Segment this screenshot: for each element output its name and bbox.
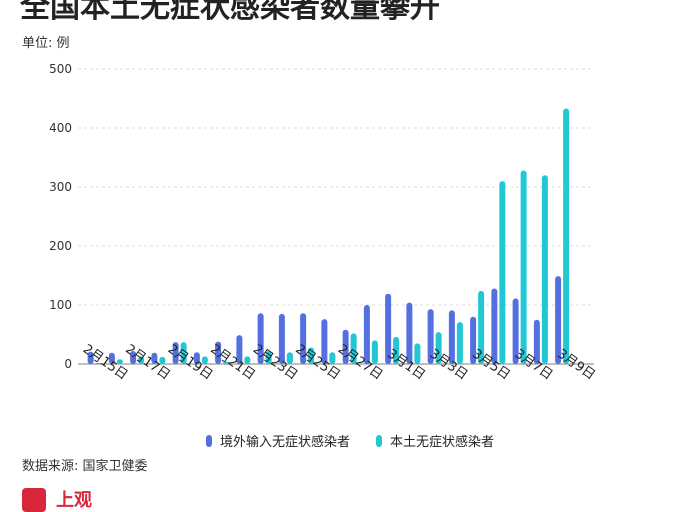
bar-imported	[321, 319, 328, 364]
bar-imported	[130, 351, 137, 364]
bar-imported	[193, 352, 200, 364]
bar-local	[95, 362, 102, 364]
bar-local	[180, 342, 187, 364]
bar-local	[371, 340, 378, 364]
bar-imported	[491, 288, 498, 364]
bar-imported	[385, 293, 392, 364]
bar-local	[223, 361, 230, 364]
bar-local	[329, 352, 336, 364]
brand-logo-icon	[22, 488, 46, 512]
legend-item-local: 本土无症状感染者	[376, 431, 494, 450]
bar-local	[456, 322, 463, 364]
bar-imported	[151, 352, 158, 364]
bar-imported	[300, 313, 307, 364]
bar-local	[393, 336, 400, 364]
bar-local	[201, 356, 208, 364]
x-tick-label: 2月19日	[165, 342, 215, 383]
x-tick-label: 3月3日	[427, 347, 470, 384]
bar-imported	[427, 309, 434, 364]
y-tick-label: 0	[64, 357, 72, 371]
x-tick-label: 3月9日	[554, 347, 597, 384]
bar-local	[499, 181, 506, 364]
bar-imported	[257, 313, 264, 364]
data-source: 数据来源: 国家卫健委	[22, 459, 148, 474]
bar-imported	[172, 342, 179, 364]
bar-imported	[555, 276, 562, 364]
bar-imported	[533, 319, 540, 364]
bar-local	[563, 108, 570, 364]
bar-local	[265, 351, 272, 364]
brand-text: 上观	[56, 490, 92, 511]
bar-imported	[87, 351, 94, 364]
legend-label-imported: 境外输入无症状感染者	[219, 435, 350, 450]
bar-local	[286, 352, 293, 364]
x-tick-label: 3月5日	[469, 347, 512, 384]
x-tick-label: 2月17日	[122, 342, 172, 383]
bar-imported	[278, 313, 285, 364]
unit-label: 单位: 例	[22, 36, 70, 51]
bar-local	[308, 347, 315, 364]
bar-local	[541, 175, 548, 364]
bar-local	[350, 333, 357, 364]
y-tick-label: 100	[49, 298, 72, 312]
bar-local	[116, 359, 123, 364]
bar-local	[414, 343, 421, 364]
bar-local	[159, 356, 166, 364]
x-tick-label: 3月7日	[512, 347, 555, 384]
bar-local	[138, 356, 145, 364]
bar-imported	[342, 329, 349, 364]
bar-imported	[448, 310, 455, 364]
bar-local	[244, 356, 251, 364]
bar-imported	[470, 316, 477, 364]
bar-imported	[215, 341, 222, 364]
bar-imported	[236, 335, 243, 364]
y-tick-label: 200	[49, 239, 72, 253]
bar-local	[435, 332, 442, 364]
bar-imported	[406, 302, 413, 364]
bar-imported	[108, 352, 115, 364]
bar-local	[478, 290, 485, 364]
bar-local	[520, 170, 527, 364]
y-tick-label: 400	[49, 121, 72, 135]
bar-imported	[512, 298, 519, 364]
x-tick-label: 2月15日	[80, 342, 130, 383]
x-tick-label: 2月23日	[250, 342, 300, 383]
legend-item-imported: 境外输入无症状感染者	[205, 431, 350, 450]
legend: 境外输入无症状感染者 本土无症状感染者	[0, 431, 700, 450]
legend-label-local: 本土无症状感染者	[390, 435, 495, 450]
bars	[87, 108, 570, 364]
y-axis-labels: 0 100 200 300 400 500	[49, 62, 72, 371]
x-tick-label: 2月25日	[292, 342, 342, 383]
x-tick-label: 2月21日	[207, 342, 257, 383]
legend-swatch-local	[376, 434, 382, 447]
chart-title: 全国本土无症状感染者数量攀升	[20, 0, 440, 25]
x-tick-label: 3月1日	[384, 347, 427, 384]
grid-lines	[78, 68, 594, 365]
legend-swatch-imported	[205, 434, 212, 447]
bar-imported	[363, 305, 370, 364]
y-tick-label: 300	[49, 180, 72, 194]
y-tick-label: 500	[49, 62, 72, 76]
